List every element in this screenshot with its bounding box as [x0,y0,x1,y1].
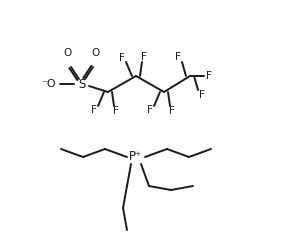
Text: S: S [78,77,86,91]
Text: F: F [141,52,147,62]
Text: F: F [147,105,153,115]
Text: F: F [169,106,175,116]
Text: F: F [119,53,125,63]
Text: F: F [113,106,119,116]
Text: F: F [91,105,97,115]
Text: F: F [206,71,212,81]
Text: F: F [175,52,181,62]
Text: ⁻O: ⁻O [42,79,56,89]
Text: O: O [64,48,72,58]
Text: O: O [92,48,100,58]
Text: P⁺: P⁺ [129,151,142,163]
Text: F: F [199,90,205,100]
